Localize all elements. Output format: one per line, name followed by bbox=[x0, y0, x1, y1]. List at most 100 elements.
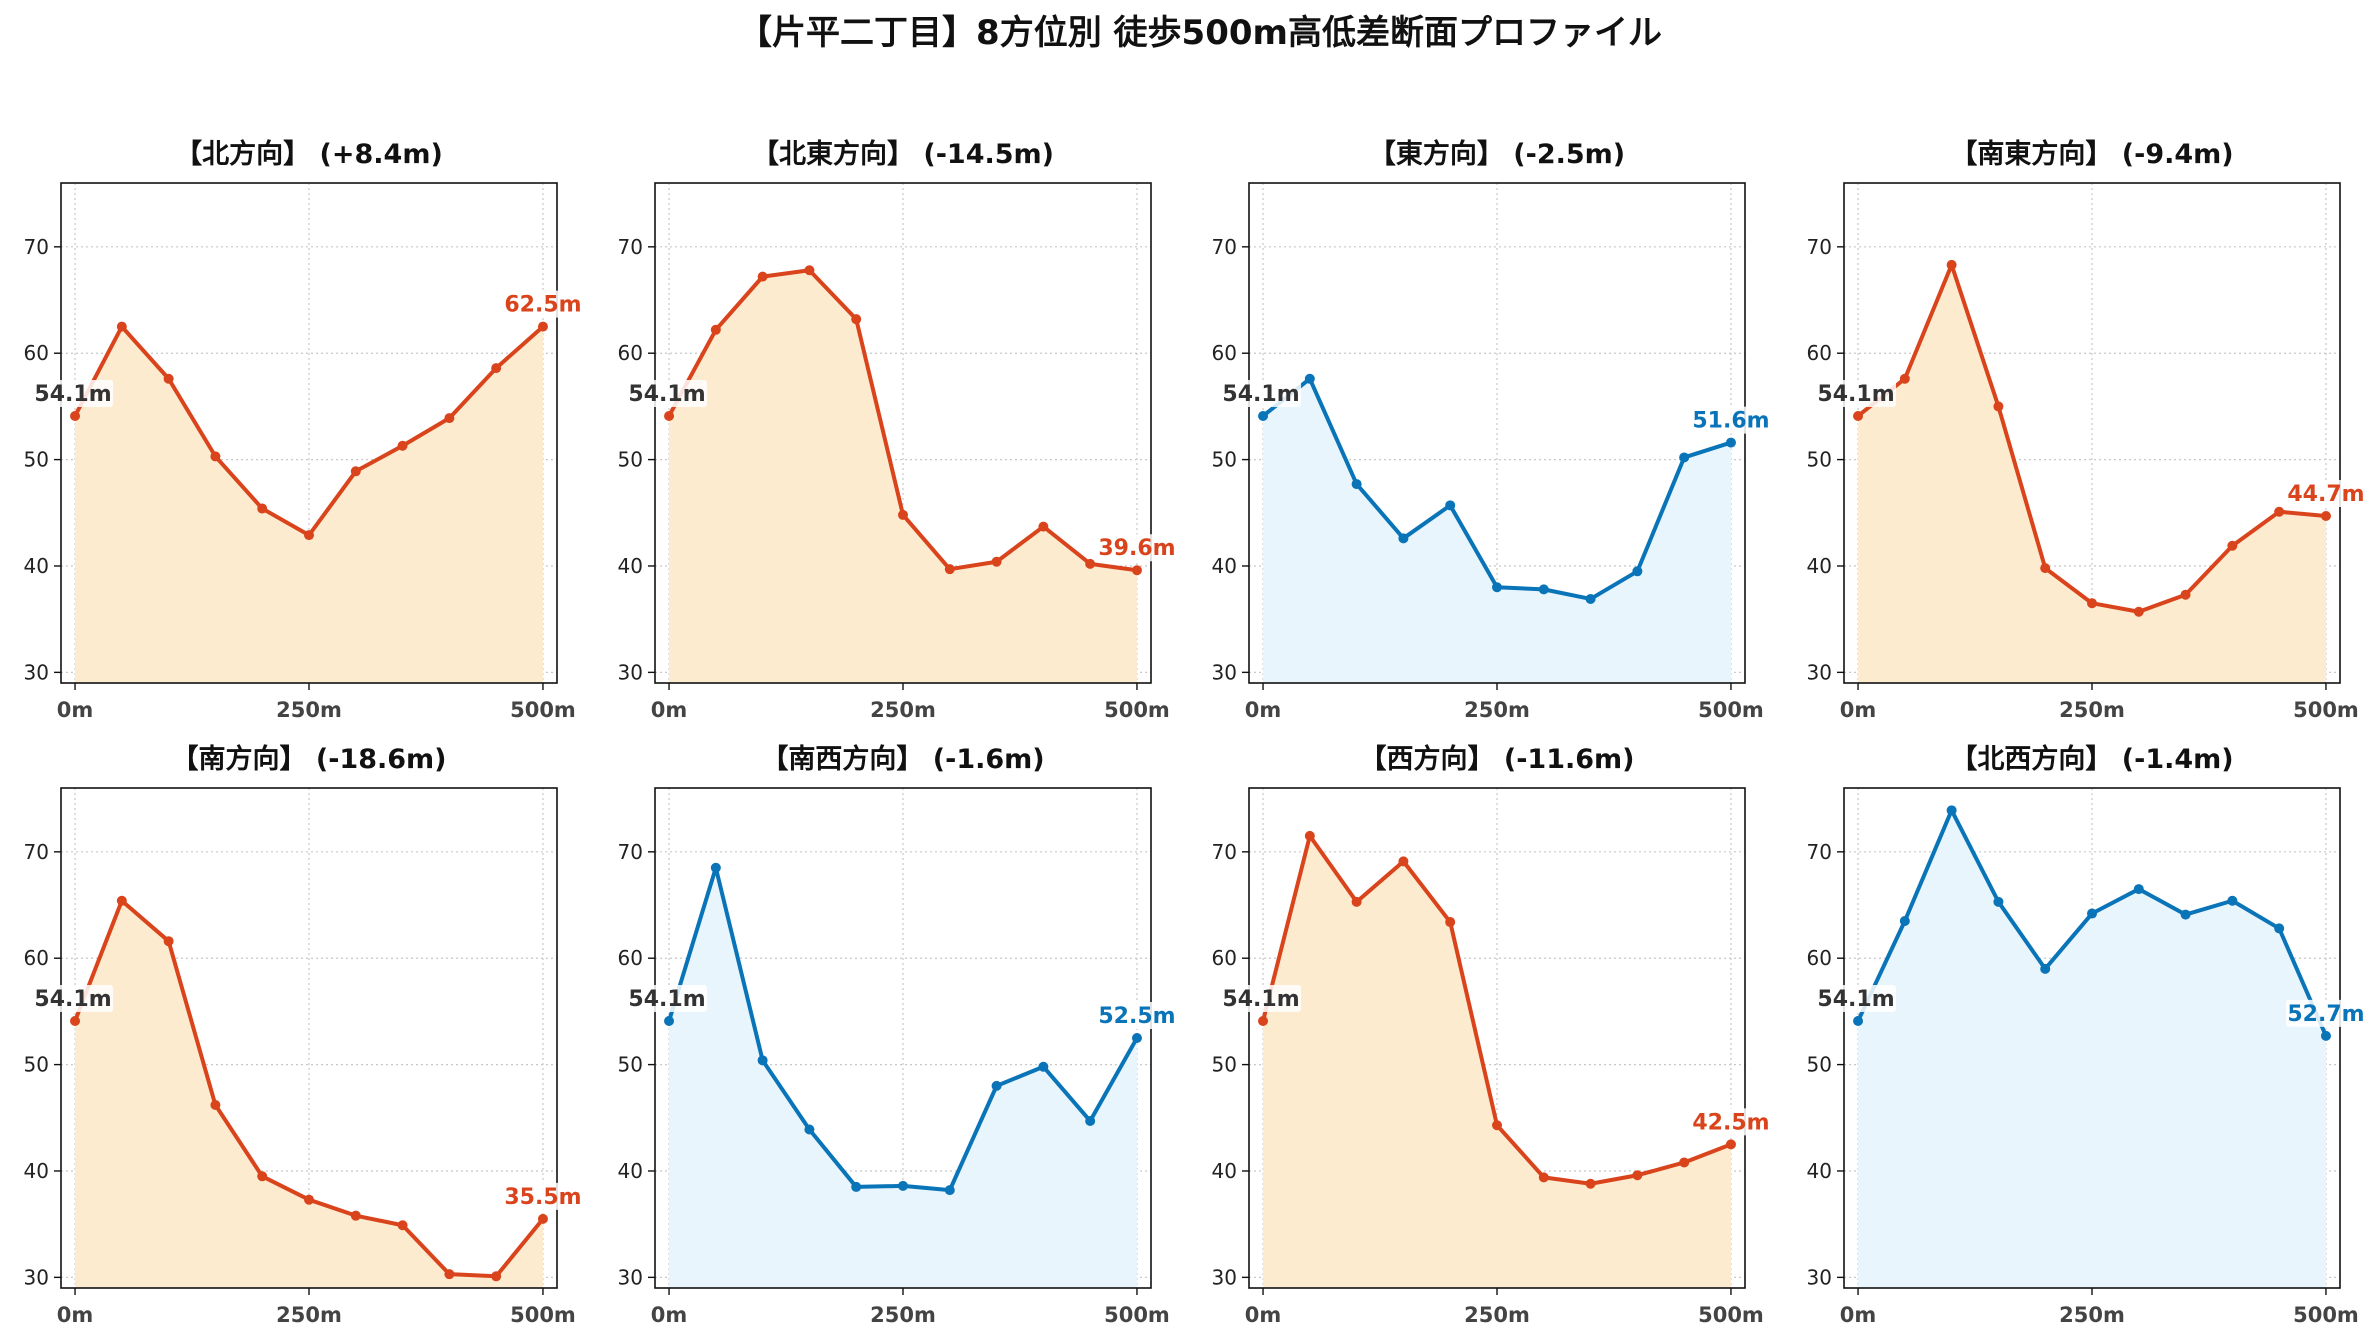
start-elevation-label: 54.1m bbox=[628, 382, 705, 407]
data-point bbox=[2087, 908, 2097, 919]
data-point bbox=[2087, 598, 2097, 609]
y-tick-label: 70 bbox=[618, 235, 643, 259]
start-elevation-label: 54.1m bbox=[1222, 987, 1299, 1012]
data-point bbox=[163, 936, 174, 947]
data-point bbox=[116, 895, 127, 906]
end-label-bg bbox=[2285, 479, 2366, 507]
y-tick-label: 40 bbox=[1807, 554, 1832, 578]
y-tick-label: 50 bbox=[24, 1053, 49, 1077]
data-point bbox=[1538, 584, 1549, 595]
y-tick-label: 50 bbox=[618, 448, 643, 472]
y-tick-label: 60 bbox=[1212, 341, 1237, 365]
data-point bbox=[210, 1100, 221, 1111]
data-point bbox=[757, 271, 768, 282]
start-elevation-label: 54.1m bbox=[34, 382, 111, 407]
data-point bbox=[944, 564, 955, 575]
start-label-bg bbox=[1816, 379, 1897, 407]
y-tick-label: 30 bbox=[1807, 1265, 1832, 1289]
data-point bbox=[2227, 895, 2238, 906]
data-point bbox=[1946, 259, 1957, 270]
data-point bbox=[2133, 606, 2144, 617]
y-tick-label: 30 bbox=[24, 660, 49, 684]
x-tick-label: 250m bbox=[2059, 698, 2125, 722]
x-tick-label: 250m bbox=[276, 698, 342, 722]
y-tick-label: 30 bbox=[1212, 660, 1237, 684]
x-tick-label: 500m bbox=[2293, 698, 2359, 722]
data-point bbox=[1038, 1061, 1049, 1072]
y-tick-label: 30 bbox=[618, 1265, 643, 1289]
y-tick-label: 40 bbox=[618, 1159, 643, 1183]
end-elevation-label: 35.5m bbox=[504, 1185, 581, 1210]
chart-panel-2: 【北東方向】 (-14.5m) 30 40 50 60 70 0m 250m 500m 54.1m… bbox=[618, 138, 1177, 722]
data-point bbox=[1632, 566, 1643, 577]
area-fill bbox=[1858, 810, 2326, 1288]
panel-title: 【南方向】 (-18.6m) bbox=[171, 743, 446, 775]
data-point bbox=[350, 466, 361, 477]
y-tick-label: 40 bbox=[24, 1159, 49, 1183]
data-point bbox=[491, 1271, 502, 1282]
y-tick-label: 50 bbox=[1807, 448, 1832, 472]
data-point bbox=[2320, 1030, 2331, 1041]
data-point bbox=[1445, 500, 1456, 511]
end-label-bg bbox=[502, 290, 583, 318]
y-tick-label: 70 bbox=[618, 840, 643, 864]
x-tick-label: 500m bbox=[2293, 1303, 2359, 1327]
data-point bbox=[397, 1220, 408, 1231]
data-point bbox=[1632, 1170, 1643, 1181]
data-point bbox=[1853, 410, 1864, 421]
data-point bbox=[1351, 479, 1362, 490]
start-label-bg bbox=[33, 984, 114, 1012]
y-tick-label: 60 bbox=[24, 341, 49, 365]
y-tick-label: 50 bbox=[1212, 448, 1237, 472]
data-point bbox=[1492, 1120, 1502, 1131]
y-tick-label: 70 bbox=[24, 235, 49, 259]
data-point bbox=[537, 321, 548, 332]
data-point bbox=[804, 265, 815, 276]
data-point bbox=[2274, 923, 2285, 934]
end-label-bg bbox=[2285, 999, 2366, 1027]
start-label-bg bbox=[33, 379, 114, 407]
data-point bbox=[664, 1015, 675, 1026]
area-fill bbox=[669, 270, 1137, 683]
y-tick-label: 50 bbox=[1807, 1053, 1832, 1077]
x-tick-label: 250m bbox=[2059, 1303, 2125, 1327]
data-point bbox=[1725, 437, 1736, 448]
y-tick-label: 40 bbox=[1212, 1159, 1237, 1183]
chart-panel-1: 【北方向】 (+8.4m) 30 40 50 60 70 0m 250m 500m 54.1m 62… bbox=[24, 138, 583, 722]
end-label-bg bbox=[1690, 406, 1771, 434]
data-point bbox=[1398, 533, 1409, 544]
end-elevation-label: 44.7m bbox=[2287, 482, 2364, 507]
area-fill bbox=[75, 326, 543, 683]
data-point bbox=[210, 451, 221, 462]
y-tick-label: 50 bbox=[24, 448, 49, 472]
data-point bbox=[2320, 510, 2331, 521]
data-point bbox=[1585, 593, 1596, 604]
data-point bbox=[1351, 896, 1362, 907]
start-label-bg bbox=[1816, 984, 1897, 1012]
end-elevation-label: 62.5m bbox=[504, 293, 581, 318]
x-tick-label: 250m bbox=[1464, 1303, 1530, 1327]
data-point bbox=[991, 1080, 1002, 1091]
x-tick-label: 0m bbox=[57, 1303, 94, 1327]
data-point bbox=[2227, 540, 2238, 551]
data-point bbox=[2274, 506, 2285, 517]
x-tick-label: 500m bbox=[1104, 698, 1170, 722]
y-tick-label: 60 bbox=[618, 341, 643, 365]
end-label-bg bbox=[502, 1182, 583, 1210]
data-point bbox=[851, 1181, 862, 1192]
y-tick-label: 40 bbox=[1212, 554, 1237, 578]
data-point bbox=[1131, 1033, 1142, 1043]
chart-panel-4: 【南東方向】 (-9.4m) 30 40 50 60 70 0m 250m 500m 54.1m 4… bbox=[1807, 138, 2366, 722]
start-elevation-label: 54.1m bbox=[628, 987, 705, 1012]
start-label-bg bbox=[627, 984, 708, 1012]
data-point bbox=[944, 1185, 955, 1196]
data-point bbox=[1258, 1015, 1269, 1026]
data-point bbox=[664, 410, 675, 421]
data-point bbox=[537, 1213, 548, 1224]
x-tick-label: 250m bbox=[276, 1303, 342, 1327]
y-tick-label: 70 bbox=[1807, 235, 1832, 259]
data-point bbox=[163, 373, 174, 384]
data-point bbox=[1679, 1157, 1690, 1168]
